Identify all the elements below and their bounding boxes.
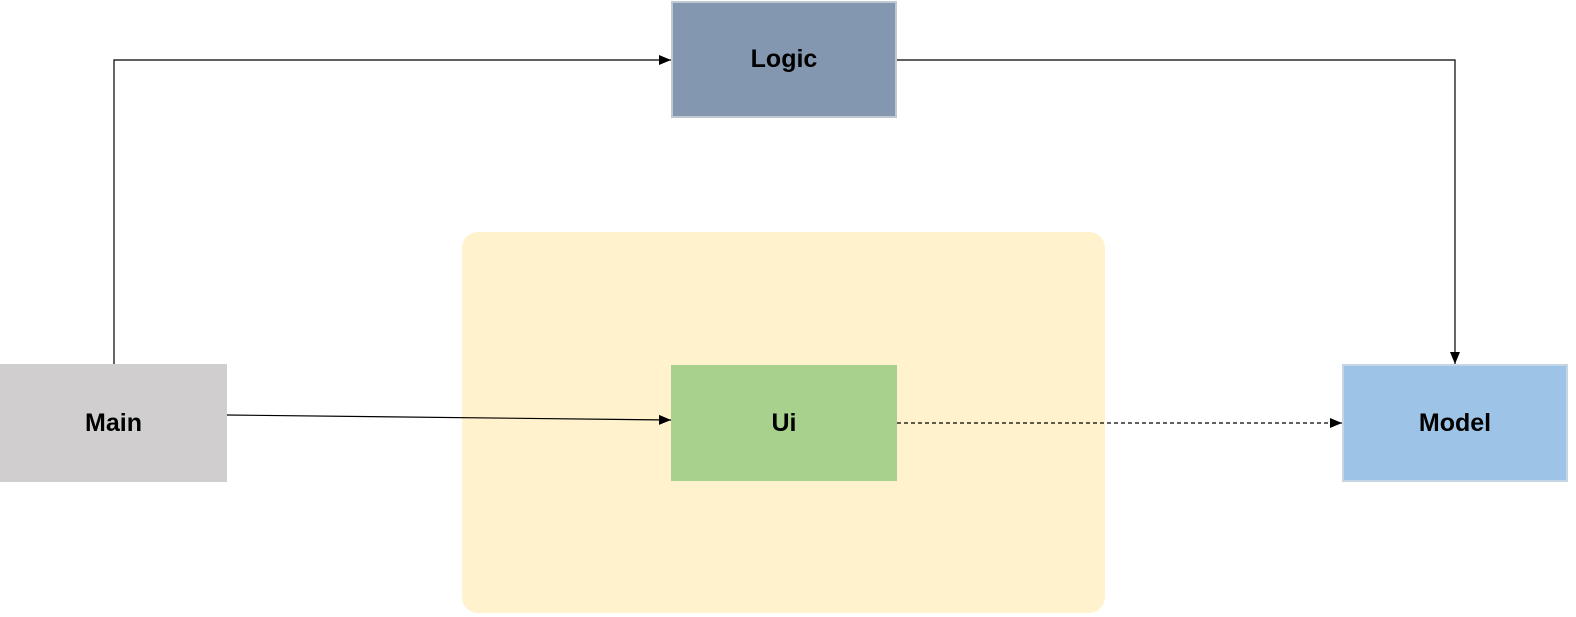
model-node-label: Model — [1418, 408, 1492, 437]
edge-main-to-ui — [226, 414, 672, 425]
edge-logic-to-model — [897, 59, 1460, 364]
logic-node-label: Logic — [750, 45, 818, 73]
ui-node-label: Ui — [771, 408, 797, 437]
logic-node: Logic — [671, 1, 897, 118]
main-node: Main — [0, 364, 227, 482]
model-node: Model — [1342, 364, 1568, 482]
main-node-label: Main — [85, 408, 142, 437]
ui-node: Ui — [671, 365, 897, 481]
edge-main-to-logic — [113, 55, 671, 364]
